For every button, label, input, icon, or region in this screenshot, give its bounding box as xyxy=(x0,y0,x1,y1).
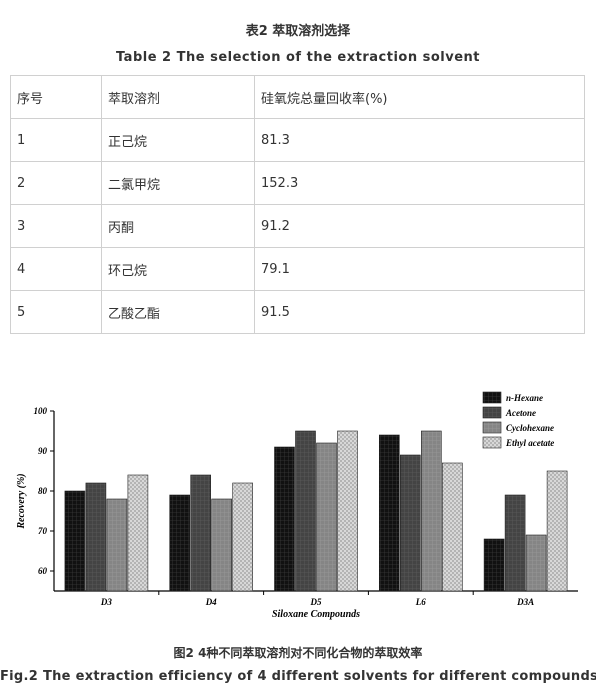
legend-swatch xyxy=(482,406,502,419)
x-tick-label: D4 xyxy=(205,597,217,607)
table-row: 2 二氯甲烷 152.3 xyxy=(10,161,585,205)
figure-caption-en: Fig.2 The extraction efficiency of 4 dif… xyxy=(0,669,596,684)
cell-index: 4 xyxy=(10,247,102,291)
bar-cyclohexane-d5 xyxy=(316,442,337,592)
cell-recovery: 152.3 xyxy=(254,161,585,205)
x-tick-label: L6 xyxy=(415,597,426,607)
cell-index: 1 xyxy=(10,118,102,162)
figure-caption-cn: 图2 4种不同萃取溶剂对不同化合物的萃取效率 xyxy=(173,646,423,660)
table-caption-cn: 表2 萃取溶剂选择 xyxy=(245,24,351,39)
header-index: 序号 xyxy=(10,75,102,119)
legend-label: n-Hexane xyxy=(506,393,543,403)
x-tick-label: D5 xyxy=(310,597,322,607)
bar-n-hexane-l6 xyxy=(378,434,400,592)
bar-n-hexane-d4 xyxy=(169,494,190,592)
bar-acetone-d3a xyxy=(504,494,526,592)
bar-acetone-d5 xyxy=(295,430,316,592)
bar-n-hexane-d3a xyxy=(483,538,505,592)
y-tick-label: 80 xyxy=(38,486,48,496)
table-caption-en: Table 2 The selection of the extraction … xyxy=(115,50,481,65)
header-recovery: 硅氧烷总量回收率(%) xyxy=(254,75,585,119)
y-tick-label: 60 xyxy=(38,566,48,576)
legend-swatch xyxy=(482,421,502,434)
x-tick-label: D3A xyxy=(516,597,534,607)
header-solvent: 萃取溶剂 xyxy=(101,75,255,119)
bar-acetone-d3 xyxy=(85,482,107,592)
bar-n-hexane-d3 xyxy=(64,490,86,592)
x-axis-title: Siloxane Compounds xyxy=(272,609,360,620)
cell-recovery: 79.1 xyxy=(254,247,585,291)
y-tick-label: 100 xyxy=(34,406,48,416)
legend-swatch xyxy=(482,391,502,404)
x-tick-label: D3 xyxy=(100,597,112,607)
y-tick-label: 70 xyxy=(38,526,48,536)
bar-cyclohexane-d4 xyxy=(211,498,232,592)
bar-ethyl-acetate-d3 xyxy=(127,474,149,592)
cell-recovery: 91.2 xyxy=(254,204,585,248)
cell-solvent: 二氯甲烷 xyxy=(101,161,255,205)
solvent-table: 序号 萃取溶剂 硅氧烷总量回收率(%) 1 正己烷 81.3 2 二氯甲烷 15… xyxy=(10,75,585,334)
y-axis-title: Recovery (%) xyxy=(16,473,27,529)
legend-swatch xyxy=(482,436,502,449)
cell-solvent: 丙酮 xyxy=(101,204,255,248)
cell-solvent: 正己烷 xyxy=(101,118,255,162)
bar-ethyl-acetate-d4 xyxy=(232,482,253,592)
cell-recovery: 91.5 xyxy=(254,290,585,334)
bar-acetone-l6 xyxy=(399,454,421,592)
cell-index: 2 xyxy=(10,161,102,205)
table-row: 4 环己烷 79.1 xyxy=(10,247,585,291)
bar-n-hexane-d5 xyxy=(274,446,295,592)
bar-ethyl-acetate-d3a xyxy=(546,470,568,592)
table-row: 1 正己烷 81.3 xyxy=(10,118,585,162)
cell-index: 5 xyxy=(10,290,102,334)
cell-solvent: 环己烷 xyxy=(101,247,255,291)
y-tick-label: 90 xyxy=(38,446,48,456)
legend-label: Acetone xyxy=(505,408,536,418)
bar-cyclohexane-l6 xyxy=(420,430,442,592)
cell-solvent: 乙酸乙酯 xyxy=(101,290,255,334)
recovery-bar-chart: 60 70 80 90 100 D3 D4 D5 L6 D3A Siloxane Compounds… xyxy=(16,391,578,620)
table-row: 5 乙酸乙酯 91.5 xyxy=(10,290,585,334)
bar-cyclohexane-d3a xyxy=(525,534,547,592)
cell-recovery: 81.3 xyxy=(254,118,585,162)
legend-label: Ethyl acetate xyxy=(505,438,554,448)
legend-label: Cyclohexane xyxy=(506,423,554,433)
table-header-row: 序号 萃取溶剂 硅氧烷总量回收率(%) xyxy=(10,75,585,119)
bar-cyclohexane-d3 xyxy=(106,498,128,592)
cell-index: 3 xyxy=(10,204,102,248)
bar-ethyl-acetate-l6 xyxy=(441,462,463,592)
bar-ethyl-acetate-d5 xyxy=(337,430,358,592)
bar-acetone-d4 xyxy=(190,474,211,592)
table-row: 3 丙酮 91.2 xyxy=(10,204,585,248)
